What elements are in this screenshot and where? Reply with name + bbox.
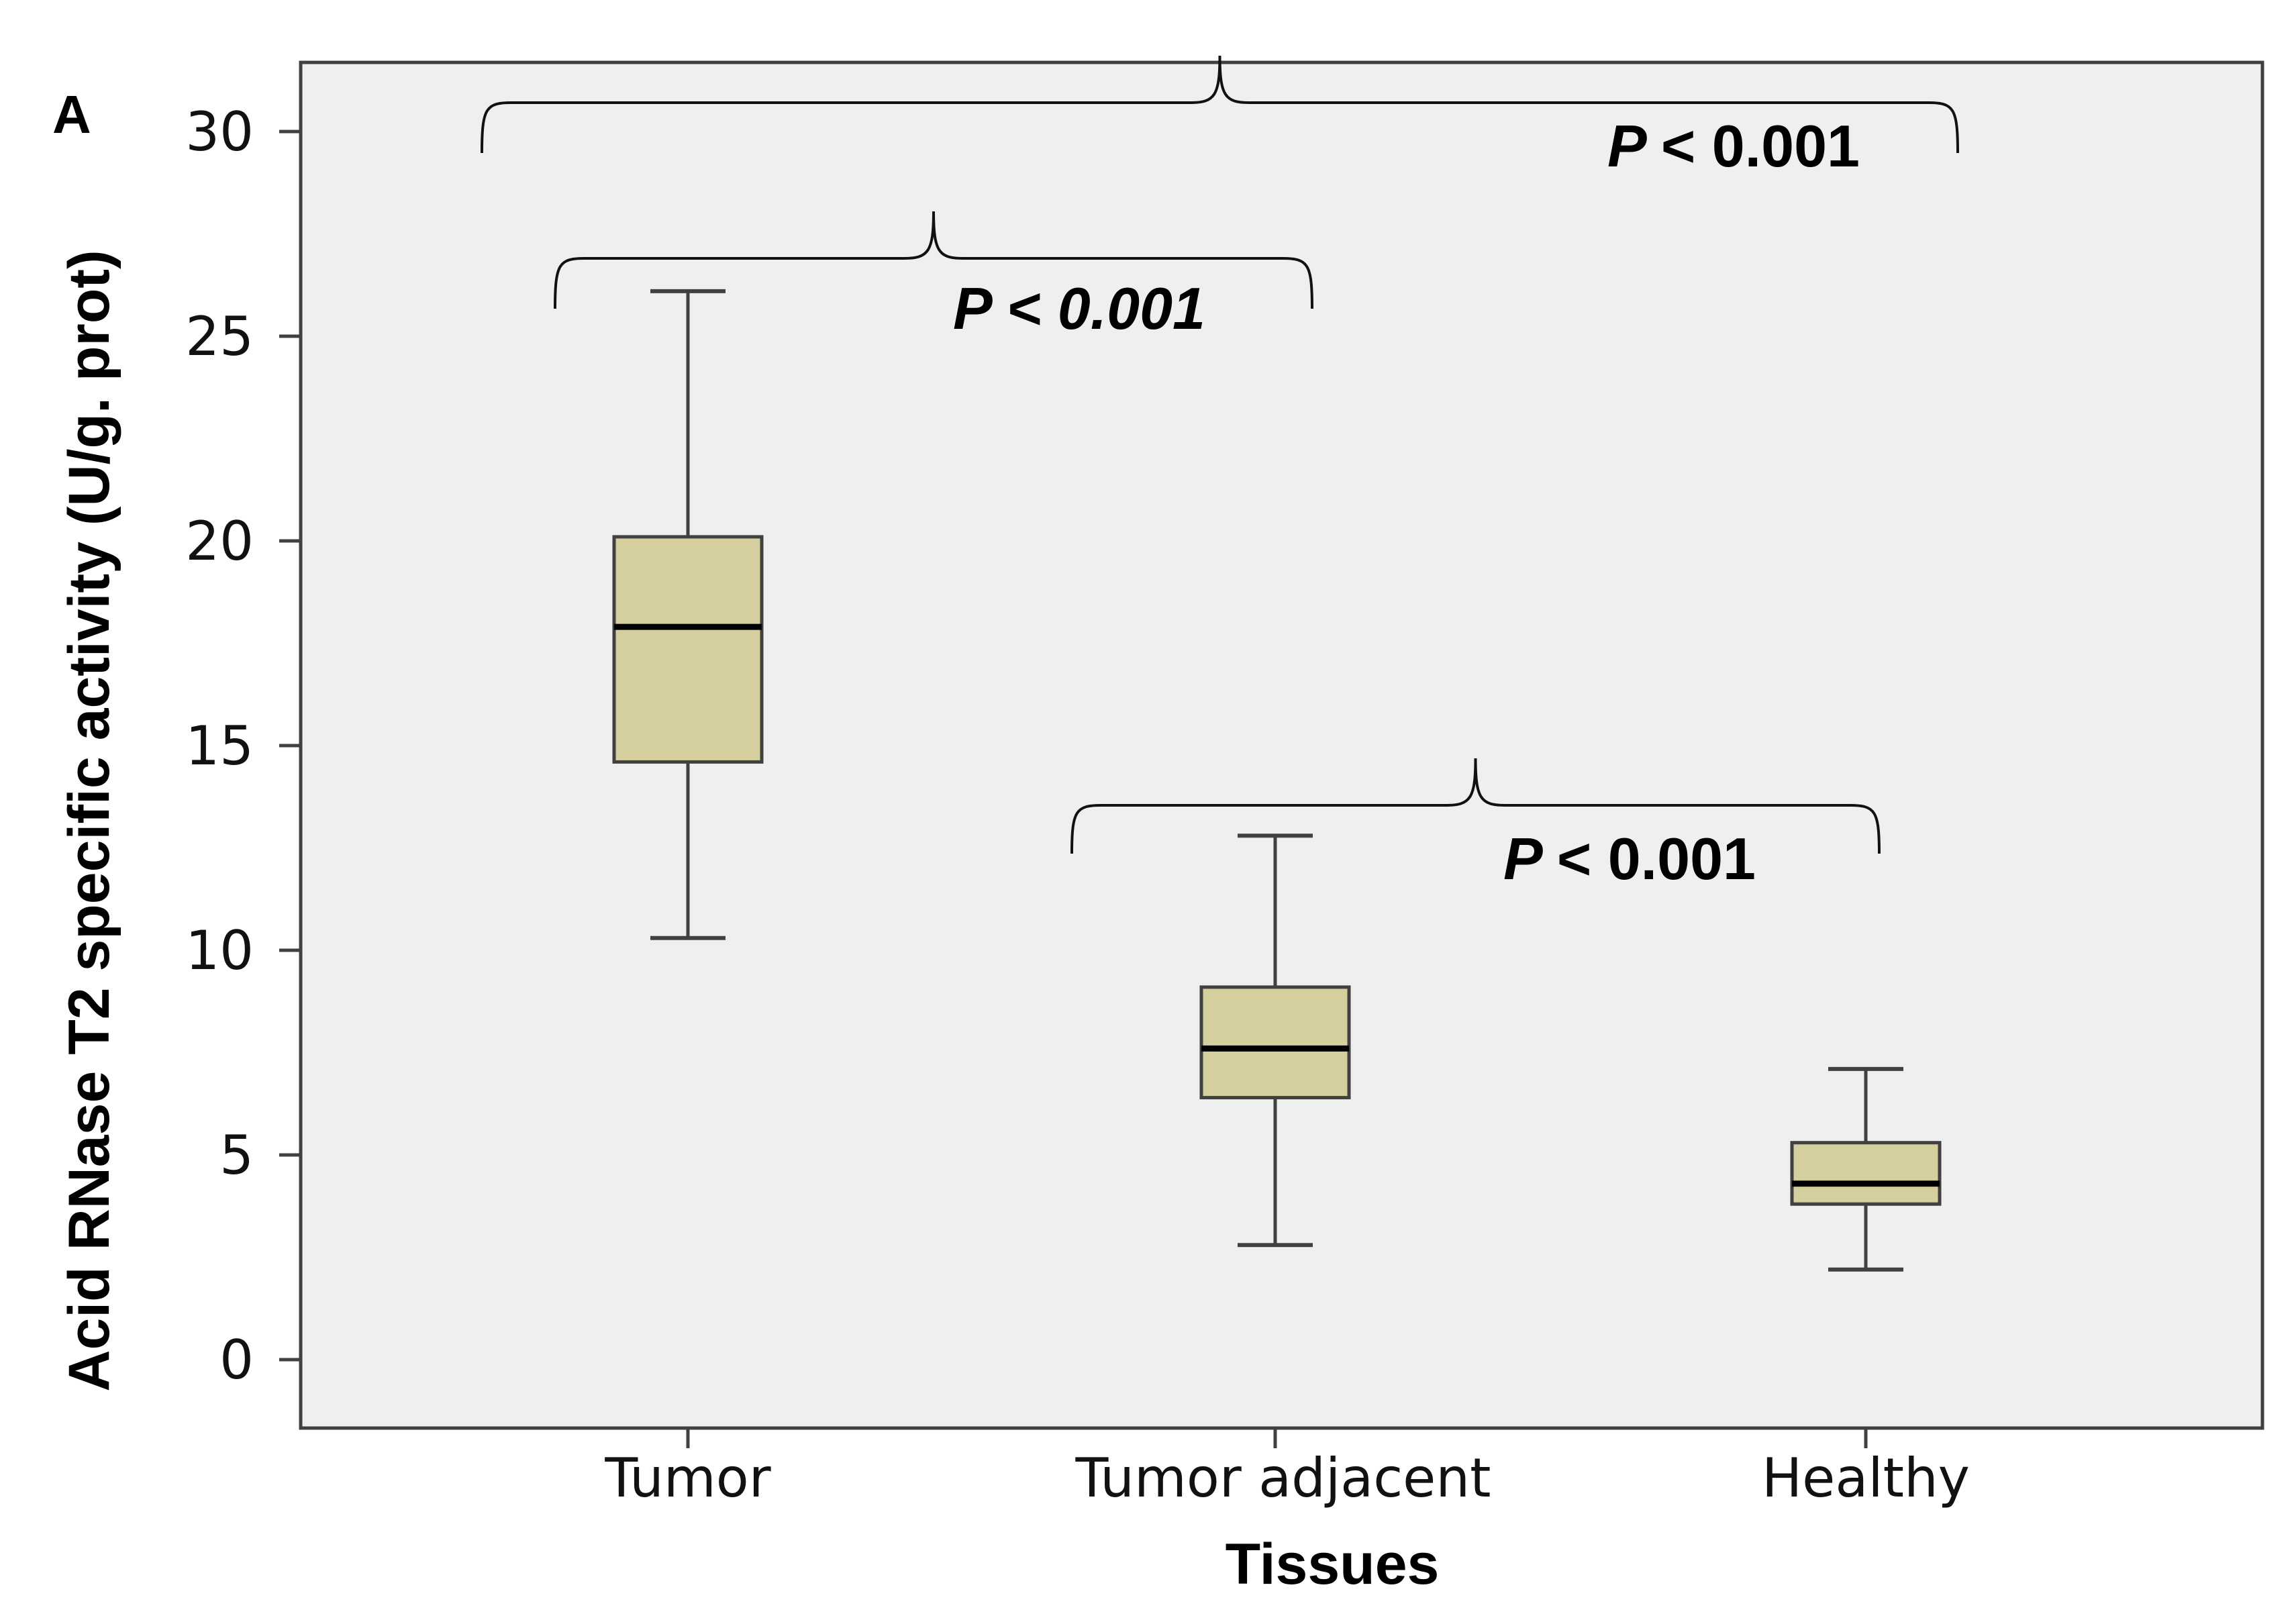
bracket-line: [481, 55, 1959, 154]
box-series: [612, 289, 1942, 1272]
y-tick-label: 30: [185, 101, 254, 163]
box-tumor: [612, 289, 764, 940]
p-threshold: < 0.001: [1007, 275, 1205, 342]
comparison-bracket: P < 0.001: [554, 211, 1313, 342]
y-tick-label: 25: [185, 305, 254, 368]
y-tick-label: 20: [185, 510, 254, 572]
box-tumor-adjacent: [1199, 833, 1351, 1248]
bracket-line: [1070, 758, 1881, 854]
iqr-box: [1199, 985, 1351, 1100]
p-symbol: P: [1503, 825, 1557, 892]
comparison-bracket: P < 0.001: [481, 55, 1959, 179]
bracket-line: [554, 211, 1313, 309]
p-value-label: P < 0.001: [953, 275, 1205, 342]
y-tick-label: 15: [185, 715, 254, 777]
y-tick-label: 5: [219, 1124, 254, 1186]
p-value-label: P < 0.001: [1503, 825, 1756, 892]
p-threshold: < 0.001: [1557, 825, 1756, 892]
iqr-box: [1790, 1141, 1942, 1206]
y-axis-title: Acid RNase T2 specific activity (U/g. pr…: [57, 250, 121, 1391]
p-symbol: P: [1607, 113, 1661, 179]
x-tick-label: Healthy: [1762, 1447, 1970, 1509]
box-healthy: [1790, 1066, 1942, 1272]
y-tick-label: 0: [219, 1329, 254, 1391]
p-threshold: < 0.001: [1661, 113, 1860, 179]
plot-area: [299, 60, 2264, 1430]
panel-label: A: [52, 85, 91, 144]
x-axis-title: Tissues: [1226, 1532, 1440, 1597]
p-symbol: P: [953, 275, 1007, 342]
y-axis-ticks: 0 5 10 15 20 25 30: [185, 101, 301, 1391]
comparison-bracket: P < 0.001: [1070, 758, 1881, 892]
p-value-label: P < 0.001: [1607, 113, 1860, 179]
y-tick-label: 10: [185, 919, 254, 982]
x-axis-ticks: Tumor Tumor adjacent Healthy: [604, 1428, 1970, 1509]
iqr-box: [612, 535, 764, 764]
x-tick-label: Tumor: [604, 1447, 770, 1509]
x-tick-label: Tumor adjacent: [1075, 1447, 1491, 1509]
